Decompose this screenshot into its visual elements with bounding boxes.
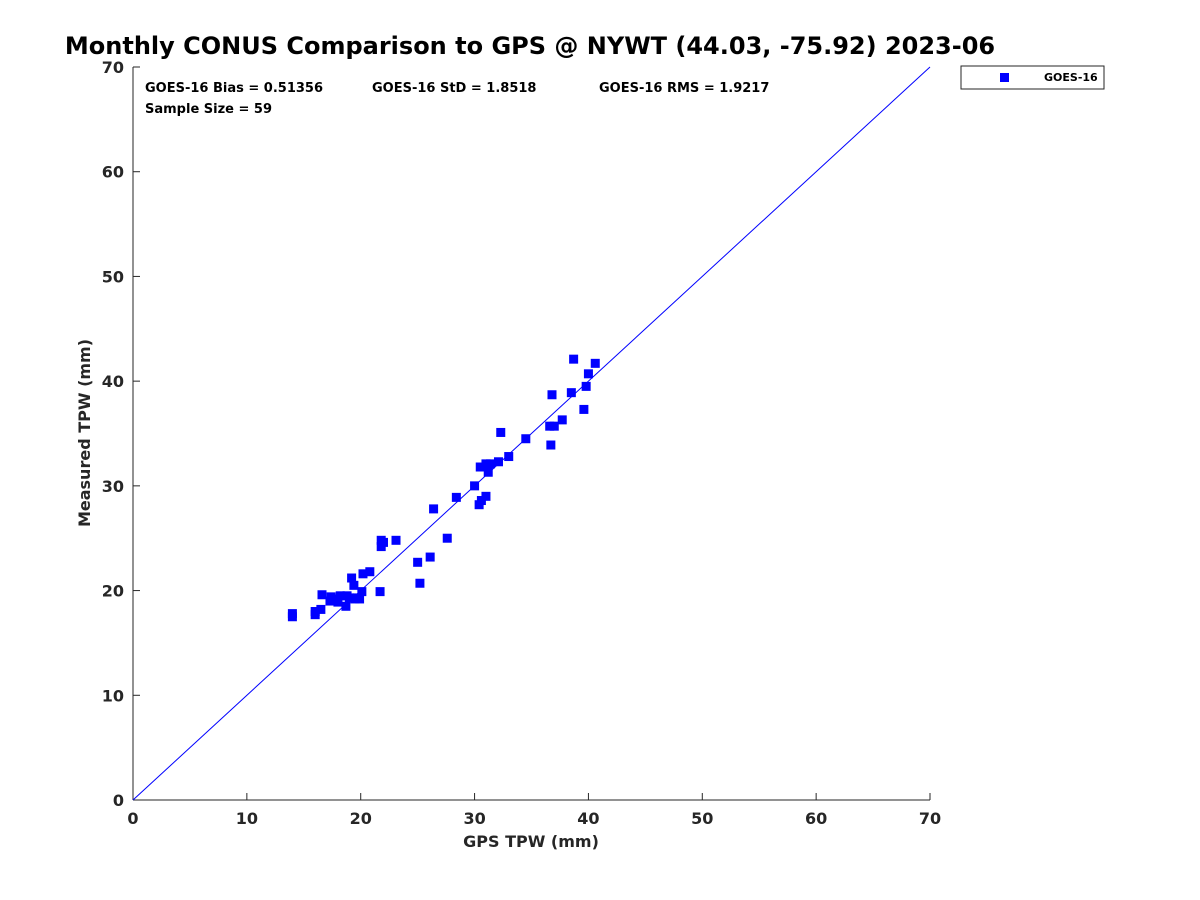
- data-point: [579, 404, 589, 414]
- data-point: [413, 557, 423, 567]
- y-tick-label: 40: [102, 372, 124, 391]
- y-tick-label: 0: [113, 791, 124, 810]
- data-point: [317, 590, 327, 600]
- legend-box: [960, 65, 1105, 90]
- data-point: [557, 415, 567, 425]
- data-point: [493, 457, 503, 467]
- data-point: [358, 569, 368, 579]
- data-point: [425, 552, 435, 562]
- data-point: [569, 354, 579, 364]
- x-tick-label: 60: [805, 809, 827, 828]
- data-point: [310, 607, 320, 617]
- x-tick-label: 10: [236, 809, 258, 828]
- data-point: [481, 491, 491, 501]
- one-to-one-reference-line: [132, 66, 931, 801]
- data-point: [316, 604, 326, 614]
- data-point: [391, 535, 401, 545]
- x-tick-label: 0: [127, 809, 138, 828]
- data-point: [504, 452, 514, 462]
- y-tick-label: 70: [102, 58, 124, 77]
- stats-annotations: GOES-16 Bias = 0.51356 GOES-16 StD = 1.8…: [145, 81, 769, 117]
- y-tick-label: 20: [102, 582, 124, 601]
- data-point: [341, 601, 351, 611]
- sample-size-annotation: Sample Size = 59: [145, 102, 272, 117]
- y-tick-label: 60: [102, 163, 124, 182]
- data-point: [415, 578, 425, 588]
- data-point: [483, 467, 493, 477]
- x-tick-label: 20: [350, 809, 372, 828]
- data-point: [549, 421, 559, 431]
- data-point: [335, 591, 345, 601]
- data-point: [546, 440, 556, 450]
- data-point: [344, 593, 354, 603]
- y-tick-label: 10: [102, 686, 124, 705]
- data-point: [429, 504, 439, 514]
- data-point: [581, 381, 591, 391]
- data-point: [451, 492, 461, 502]
- data-point: [365, 567, 375, 577]
- data-point: [333, 597, 343, 607]
- chart-title: Monthly CONUS Comparison to GPS @ NYWT (…: [65, 32, 995, 60]
- data-point: [442, 533, 452, 543]
- data-point: [375, 587, 385, 597]
- x-tick-label: 40: [577, 809, 599, 828]
- data-point: [326, 592, 336, 602]
- data-point: [547, 390, 557, 400]
- y-axis-label: Measured TPW (mm): [75, 339, 94, 527]
- data-point: [486, 459, 496, 469]
- legend: GOES-16: [960, 65, 1105, 90]
- data-points: [287, 354, 600, 622]
- data-point: [355, 594, 365, 604]
- x-tick-label: 30: [463, 809, 485, 828]
- data-point: [590, 358, 600, 368]
- x-axis-label: GPS TPW (mm): [463, 832, 599, 851]
- data-point: [521, 434, 531, 444]
- bias-annotation: GOES-16 Bias = 0.51356: [145, 81, 323, 96]
- legend-entry-goes-16: GOES-16: [1044, 71, 1098, 84]
- data-point: [378, 537, 388, 547]
- x-tick-label: 50: [691, 809, 713, 828]
- rms-annotation: GOES-16 RMS = 1.9217: [599, 81, 769, 96]
- legend-marker-square-icon: [1000, 73, 1009, 82]
- data-point: [357, 587, 367, 597]
- y-ticks: 0 10 20 30 40 50 60 70: [102, 58, 140, 810]
- x-ticks: 0 10 20 30 40 50 60 70: [127, 793, 941, 828]
- data-point: [470, 481, 480, 491]
- data-point: [583, 369, 593, 379]
- std-annotation: GOES-16 StD = 1.8518: [372, 81, 536, 96]
- plot-area: 0 10 20 30 40 50 60 70 0 10 20 30 40 50 60 70: [102, 58, 941, 828]
- y-tick-label: 30: [102, 477, 124, 496]
- y-tick-label: 50: [102, 267, 124, 286]
- data-point: [475, 462, 485, 472]
- x-tick-label: 70: [919, 809, 941, 828]
- data-point: [349, 580, 359, 590]
- data-point: [545, 421, 555, 431]
- data-point: [476, 496, 486, 506]
- data-point: [566, 388, 576, 398]
- data-point: [347, 573, 357, 583]
- data-point: [496, 427, 506, 437]
- data-point: [287, 609, 297, 619]
- data-point: [481, 459, 491, 469]
